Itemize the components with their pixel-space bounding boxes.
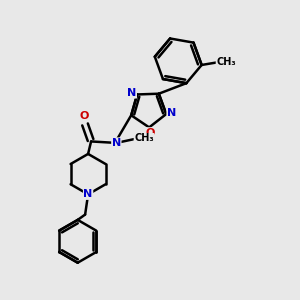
Text: N: N	[112, 138, 121, 148]
Text: O: O	[146, 128, 155, 138]
Text: N: N	[127, 88, 136, 98]
Text: CH₃: CH₃	[216, 57, 236, 67]
Text: N: N	[83, 189, 93, 199]
Text: N: N	[167, 108, 176, 118]
Text: O: O	[80, 112, 89, 122]
Text: CH₃: CH₃	[134, 134, 154, 143]
